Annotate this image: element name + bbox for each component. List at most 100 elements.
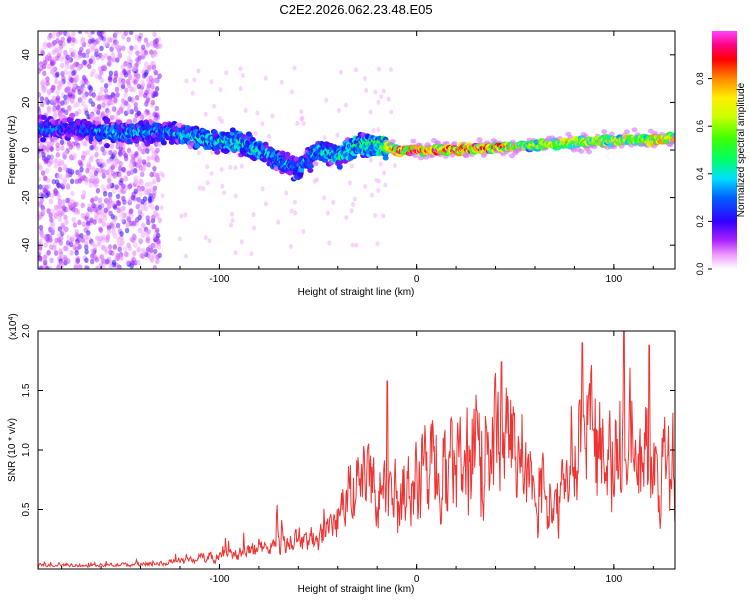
spectrogram-cell [99,45,104,52]
spectrogram-cell [76,54,81,61]
spectrogram-cell [108,249,113,256]
spectrogram-cell [219,167,224,173]
spectrogram-cell [141,222,146,229]
spectrogram-cell [77,170,82,177]
spectrogram-cell [63,214,68,221]
spectrogram-cell [107,244,113,250]
spectrogram-cell [41,208,46,214]
spectrogram-cell [150,99,156,106]
spectrogram-cell [70,234,76,241]
spectrogram-cell [107,181,113,188]
spectrogram-cell [84,52,90,59]
spectrogram-cell [113,159,118,166]
spectrogram-cell [59,235,64,241]
spectrogram-cell [70,206,76,213]
spectrogram-cell [362,76,367,82]
spectrogram-cell [137,37,142,44]
x-tick-label: 0 [414,274,420,285]
spectrogram-cell [100,54,106,61]
spectrogram-cell [145,148,150,154]
spectrogram-cell [123,92,128,98]
spectrogram-cell [292,199,297,205]
spectrogram-cell [131,220,137,227]
spectrogram-cell [377,178,382,184]
spectrogram-cell [293,210,298,216]
spectrogram-cell [122,68,127,74]
spectrogram-cell [116,207,121,214]
spectrogram-cell [127,245,133,252]
spectrogram-cell [91,92,96,98]
y-tick-label: 40 [21,49,32,61]
spectrogram-cell [286,170,293,176]
spectrogram-cell [118,179,123,186]
spectrogram-cell [140,232,146,238]
spectrogram-cell [78,96,83,103]
spectrogram-cell [336,107,341,113]
y-tick-label: 20 [21,96,32,108]
colorbar-tick-label: 0.6 [695,120,705,133]
spectrogram-cell [120,238,125,245]
spectrogram-cell [140,44,146,51]
spectrogram-cell [113,73,119,80]
spectrogram-cell [92,219,97,225]
spectrogram-cell [50,98,55,104]
spectrogram-cell [327,240,332,246]
spectrogram-cell [40,78,46,84]
spectrogram-cell [44,192,49,199]
spectrogram-cell [42,70,47,77]
colorbar-tick-label: 0.2 [695,215,705,228]
spectrogram-cell [201,186,206,192]
spectrogram-cell [103,88,109,94]
spectrogram-cell [102,31,107,37]
spectrogram-cell [289,89,294,95]
spectrogram-cell [119,254,124,261]
spectrogram-cell [115,222,121,229]
spectrogram-cell [70,190,75,197]
spectrogram-cell [84,257,89,264]
spectrogram-cell [83,234,89,241]
spectrogram-cell [292,65,297,71]
spectrogram-cell [101,221,107,227]
spectrogram-cell [152,223,157,230]
spectrogram-cell [373,212,378,218]
spectrogram-cell [73,140,79,147]
spectrogram-cell [289,208,294,214]
spectrogram-cell [108,70,114,77]
spectrogram-cell [97,31,102,35]
spectrogram-cell [343,102,348,108]
spectrogram-cell [123,175,128,181]
spectrogram-cell [43,86,48,93]
spectrogram-cell [75,74,80,81]
spectrogram-cell [126,55,132,62]
spectrogram-cell [52,245,57,251]
spectrogram-cell [301,228,306,234]
spectrogram-cell [90,31,95,35]
spectrogram-cell [85,220,91,226]
spectrogram-cell [100,244,106,251]
spectrogram-cell [118,151,123,157]
spectrogram-cell [132,250,137,256]
spectrogram-cell [155,157,161,164]
spectrogram-cell [91,202,96,209]
spectrogram-cell [69,47,74,54]
spectrogram-cell [102,64,107,70]
spectrogram-cell [99,86,105,93]
spectrogram-cell [84,110,89,116]
spectrogram-cell [38,224,44,231]
spectrogram-cell [56,264,61,269]
spectrogram-panel: -40 -20 0 20 40 -100 0 100 Height of straight … [7,30,676,298]
spectrogram-cell [138,120,145,126]
spectrogram-cell [57,80,63,87]
spectrogram-cell [63,69,68,76]
spectrogram-cell [86,161,91,168]
spectrogram-cell [98,235,103,242]
spectrogram-cell [149,61,155,67]
colorbar-gradient [712,31,737,269]
spectrogram-cell [110,164,115,171]
spectrogram-cell [104,117,111,123]
spectrogram-cell [224,70,229,76]
spectrogram-cell [137,145,143,152]
spectrogram-x-axis: -100 0 100 [61,31,654,285]
spectrogram-cell [331,199,336,205]
spectrogram-cell [153,69,159,76]
